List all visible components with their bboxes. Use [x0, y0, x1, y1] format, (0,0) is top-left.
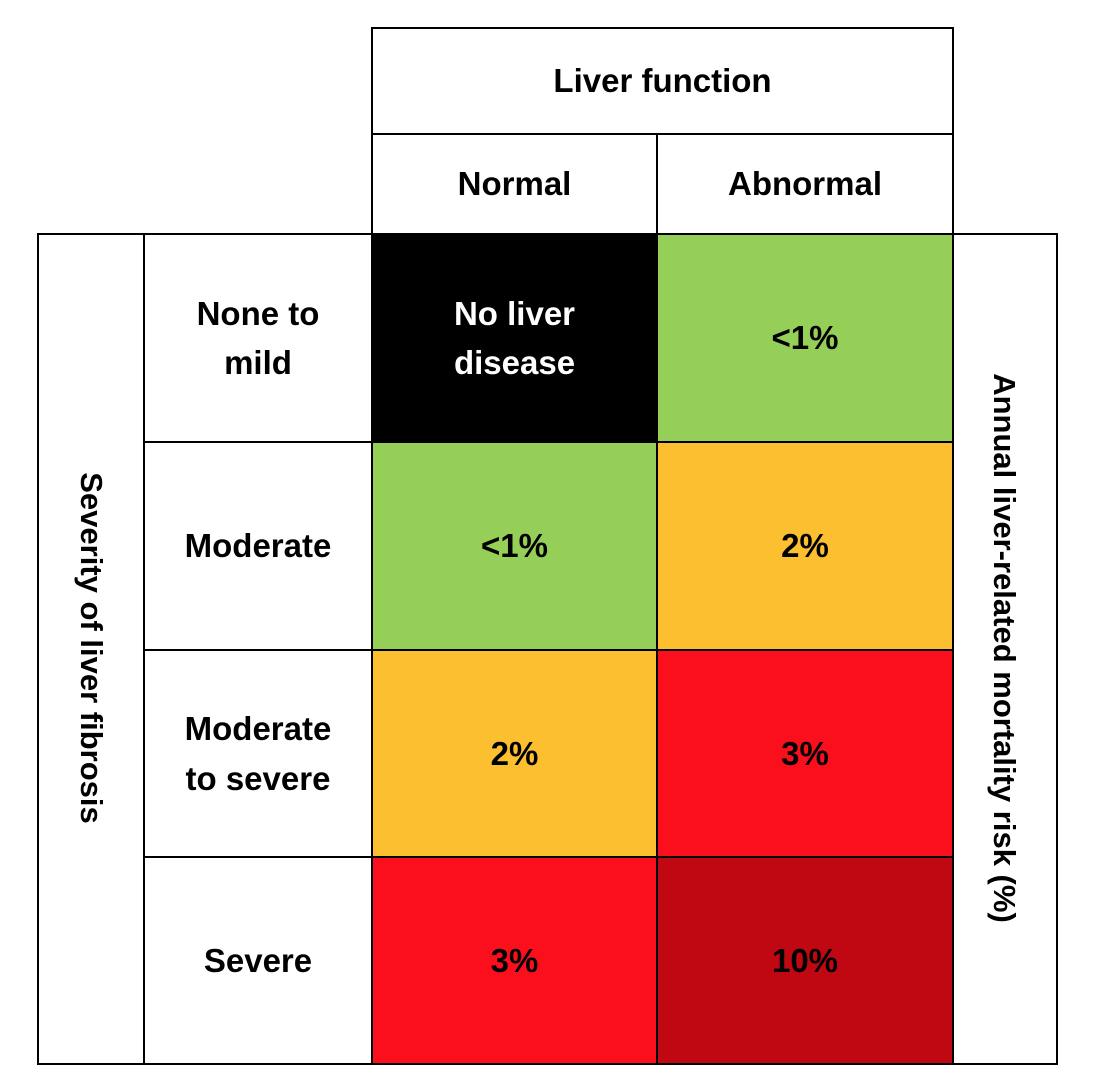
right-axis-label: Annual liver-related mortality risk (%): [987, 373, 1022, 923]
matrix-cell-text: 3%: [490, 941, 539, 979]
matrix-cell-text: <1%: [771, 319, 839, 357]
row-label-text: Severe: [203, 941, 313, 979]
row-label-none-to-mild: None to mild: [143, 233, 373, 443]
matrix-cell-text: 3%: [781, 734, 829, 772]
row-label-severe: Severe: [143, 856, 373, 1065]
matrix-cell-text: No liver disease: [453, 294, 576, 382]
row-label-moderate-to-severe: Moderate to severe: [143, 649, 373, 858]
column-header-abnormal: Abnormal: [656, 133, 954, 235]
matrix-cell-text: <1%: [481, 527, 548, 565]
header-title-cell: Liver function: [371, 27, 954, 135]
column-header-abnormal-label: Abnormal: [727, 165, 882, 203]
matrix-cell-moderate-normal: <1%: [371, 441, 658, 651]
matrix-cell-severe-abnormal: 10%: [656, 856, 954, 1065]
header-title: Liver function: [553, 62, 772, 100]
row-label-moderate: Moderate: [143, 441, 373, 651]
row-label-text: Moderate: [184, 527, 332, 565]
matrix-cell-none-normal: No liver disease: [371, 233, 658, 443]
matrix-cell-modsevere-normal: 2%: [371, 649, 658, 858]
matrix-cell-text: 10%: [771, 941, 839, 979]
left-axis-label: Severity of liver fibrosis: [74, 472, 109, 824]
matrix-cell-text: 2%: [490, 734, 539, 772]
matrix-cell-severe-normal: 3%: [371, 856, 658, 1065]
matrix-cell-none-abnormal: <1%: [656, 233, 954, 443]
column-header-normal: Normal: [371, 133, 658, 235]
matrix-cell-text: 2%: [781, 527, 829, 565]
matrix-cell-moderate-abnormal: 2%: [656, 441, 954, 651]
matrix-cell-modsevere-abnormal: 3%: [656, 649, 954, 858]
column-header-normal-label: Normal: [457, 165, 572, 203]
row-label-text: Moderate to severe: [184, 710, 332, 797]
row-label-text: None to mild: [196, 294, 320, 382]
